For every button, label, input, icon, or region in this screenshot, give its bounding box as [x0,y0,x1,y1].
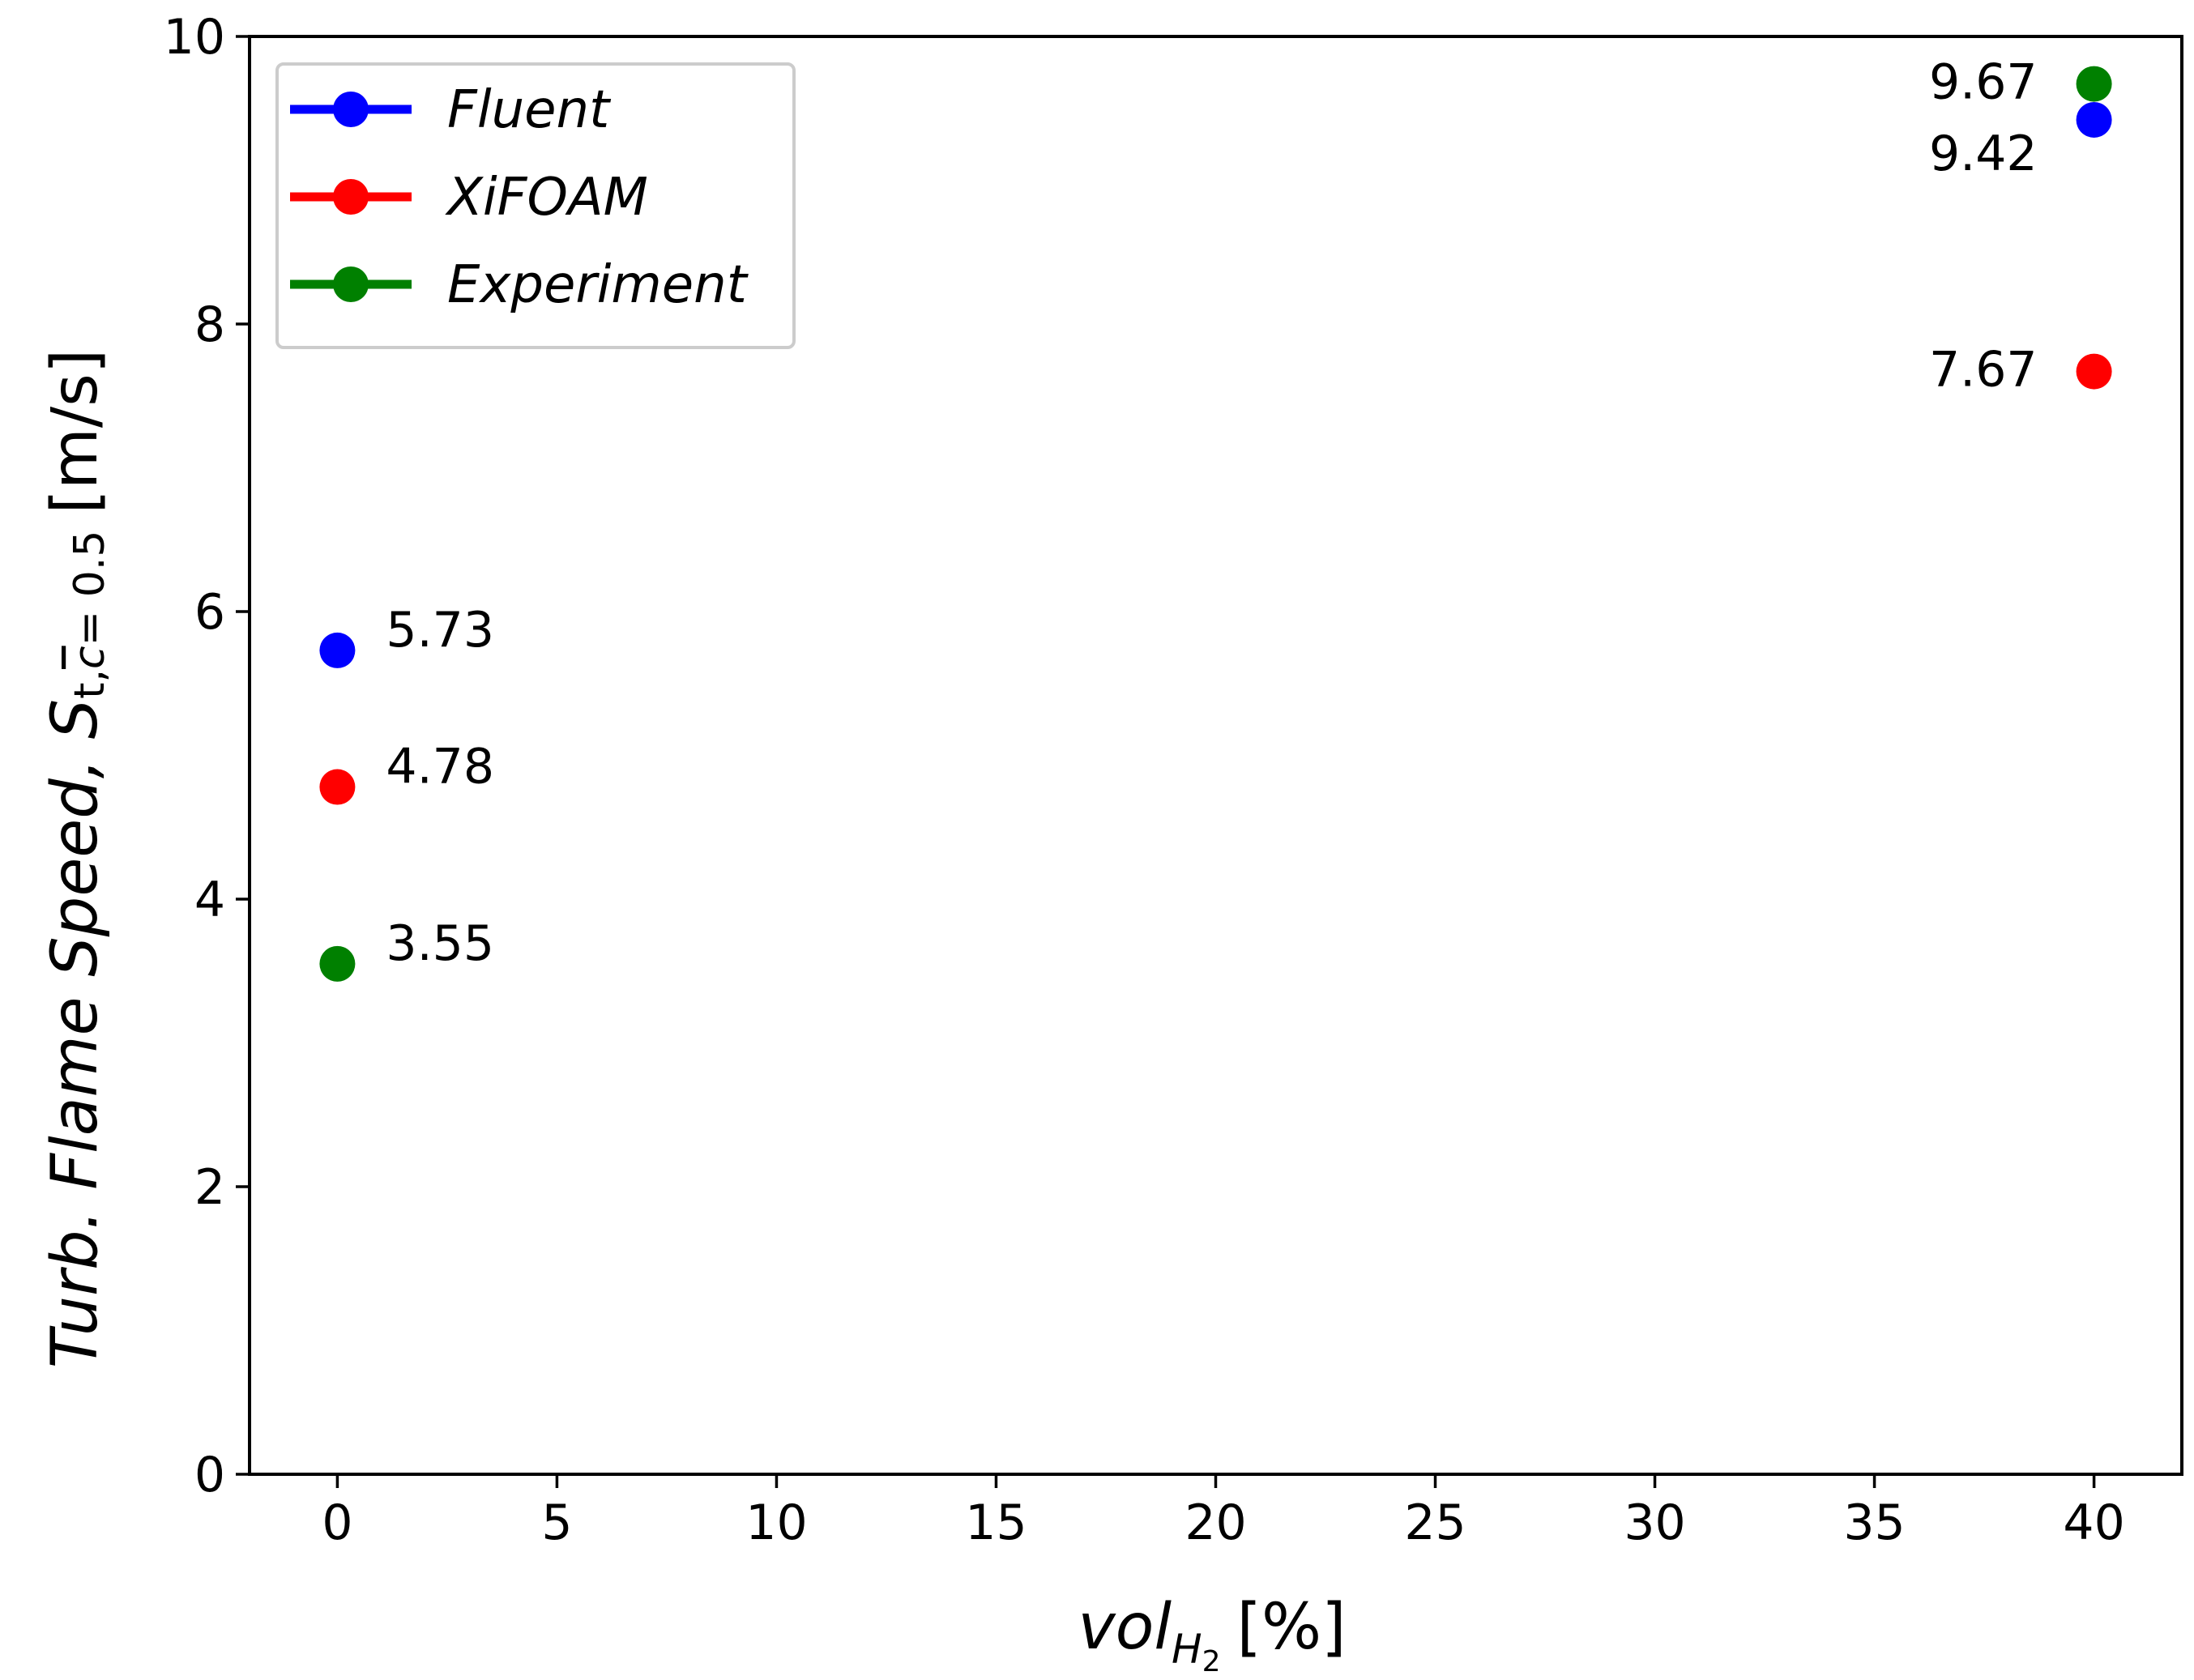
legend-marker-xifoam [333,179,369,215]
fluent-data-label: 9.42 [1929,126,2038,182]
points-layer [319,66,2112,982]
experiment-data-label: 3.55 [386,915,494,972]
x-tick-label: 15 [965,1495,1027,1551]
legend-label-fluent: Fluent [447,80,612,140]
ticks-layer: 0 5 10 15 20 25 30 35 40 0 2 4 6 8 10 [164,9,2125,1551]
x-tick-label: 0 [322,1495,352,1551]
xifoam-point [2076,353,2112,390]
x-tick-label: 40 [2063,1495,2124,1551]
legend-marker-fluent [333,92,369,127]
xifoam-data-label: 4.78 [386,739,494,795]
fluent-point [2076,101,2112,138]
y-tick-label: 0 [194,1447,225,1503]
x-tick-label: 5 [541,1495,572,1551]
legend-label-experiment: Experiment [447,255,749,315]
legend-box [275,62,796,349]
x-axis-title: volH2 [%] [1078,1591,1346,1677]
experiment-data-label: 9.67 [1929,54,2038,111]
x-tick-label: 30 [1624,1495,1685,1551]
fluent-point [319,632,356,668]
experiment-point [2076,66,2112,102]
x-tick-label: 35 [1843,1495,1905,1551]
y-axis-title: Turb. Flame Speed,St,c= 0.5[m/s] [39,349,114,1368]
x-tick-label: 20 [1185,1495,1246,1551]
xifoam-point [319,769,356,805]
x-tick-label: 10 [745,1495,807,1551]
x-tick-label: 25 [1404,1495,1466,1551]
y-tick-label: 8 [194,296,225,353]
legend-marker-experiment [333,266,369,302]
y-tick-label: 6 [194,584,225,641]
fluent-data-label: 5.73 [386,602,494,659]
legend-label-xifoam: XiFOAM [445,168,648,228]
data-labels-layer: 5.73 9.42 4.78 7.67 3.55 9.67 [386,54,2037,972]
legend: Fluent XiFOAM Experiment [275,62,796,349]
experiment-point [319,945,356,982]
y-tick-label: 2 [194,1159,225,1216]
y-tick-label: 4 [194,872,225,928]
y-tick-label: 10 [164,9,225,66]
xifoam-data-label: 7.67 [1929,342,2038,399]
